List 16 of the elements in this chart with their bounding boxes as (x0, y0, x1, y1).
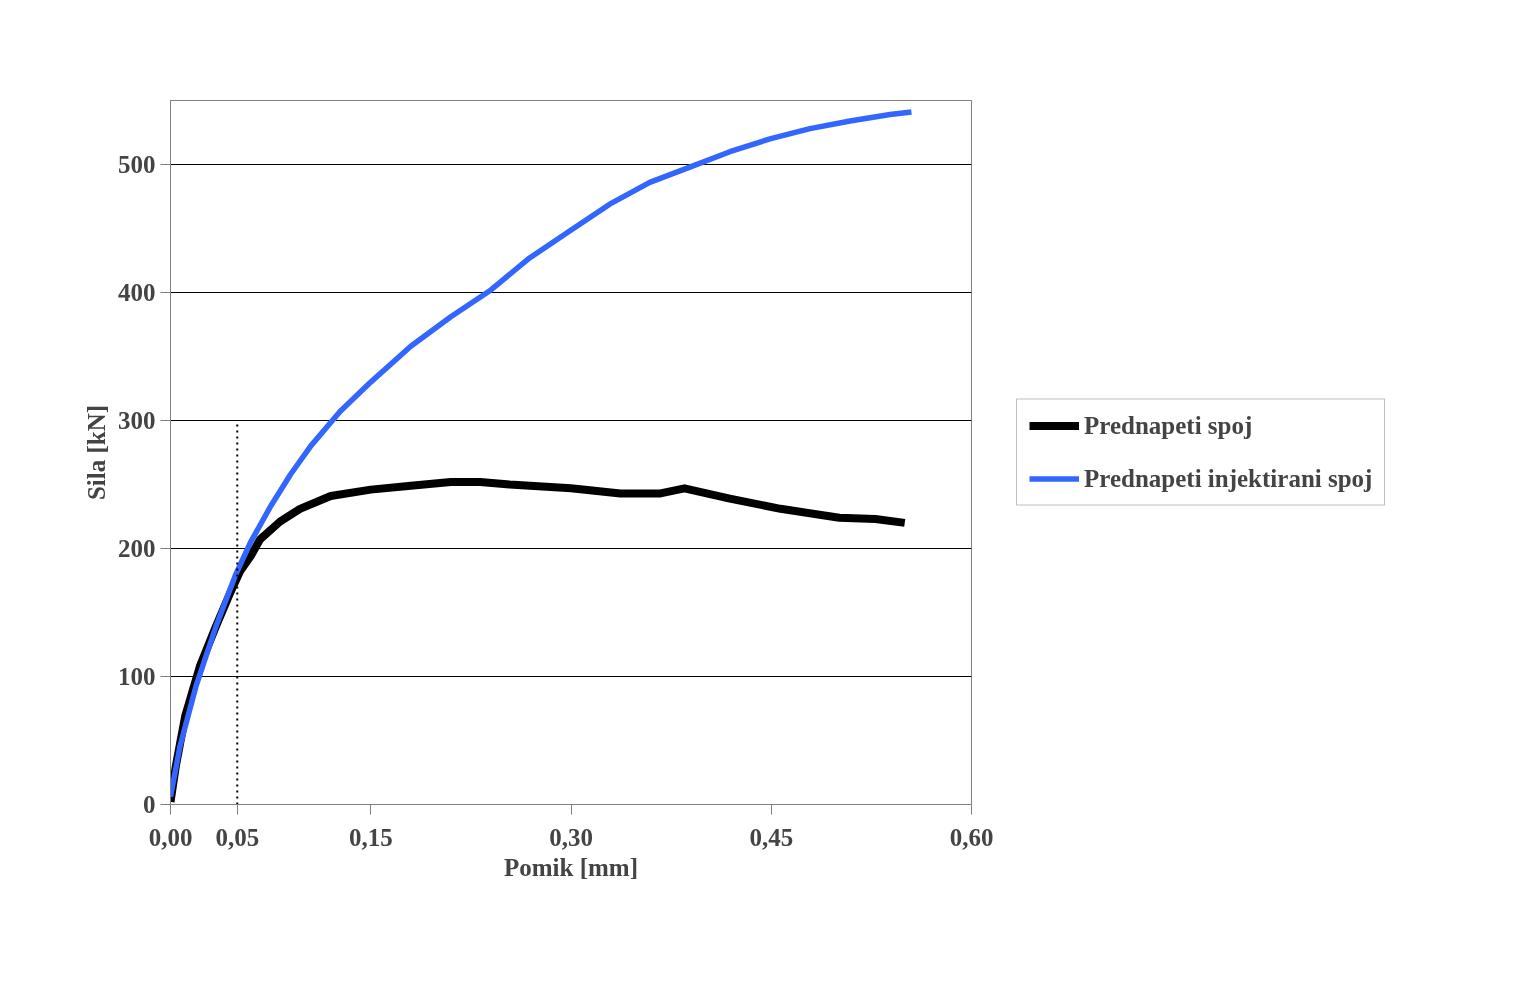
x-axis-title: Pomik [mm] (504, 853, 638, 881)
legend-label: Prednapeti injektirani spoj (1084, 464, 1373, 493)
legend-label: Prednapeti spoj (1084, 411, 1253, 440)
y-tick-label: 300 (118, 407, 156, 434)
y-tick-label: 100 (118, 663, 156, 690)
y-axis-title: Sila [kN] (83, 404, 110, 501)
y-tick-label: 200 (118, 535, 156, 562)
x-tick-label: 0,45 (749, 823, 794, 851)
x-tick-label: 0,15 (348, 823, 393, 851)
y-tick-label: 500 (118, 151, 156, 178)
y-tick-label: 0 (143, 791, 156, 818)
y-tick-label: 400 (118, 279, 156, 306)
x-tick-label: 0,60 (949, 823, 994, 851)
x-tick-label: 0,00 (148, 823, 193, 851)
x-tick-label: 0,05 (215, 823, 260, 851)
x-tick-label: 0,30 (549, 823, 593, 851)
